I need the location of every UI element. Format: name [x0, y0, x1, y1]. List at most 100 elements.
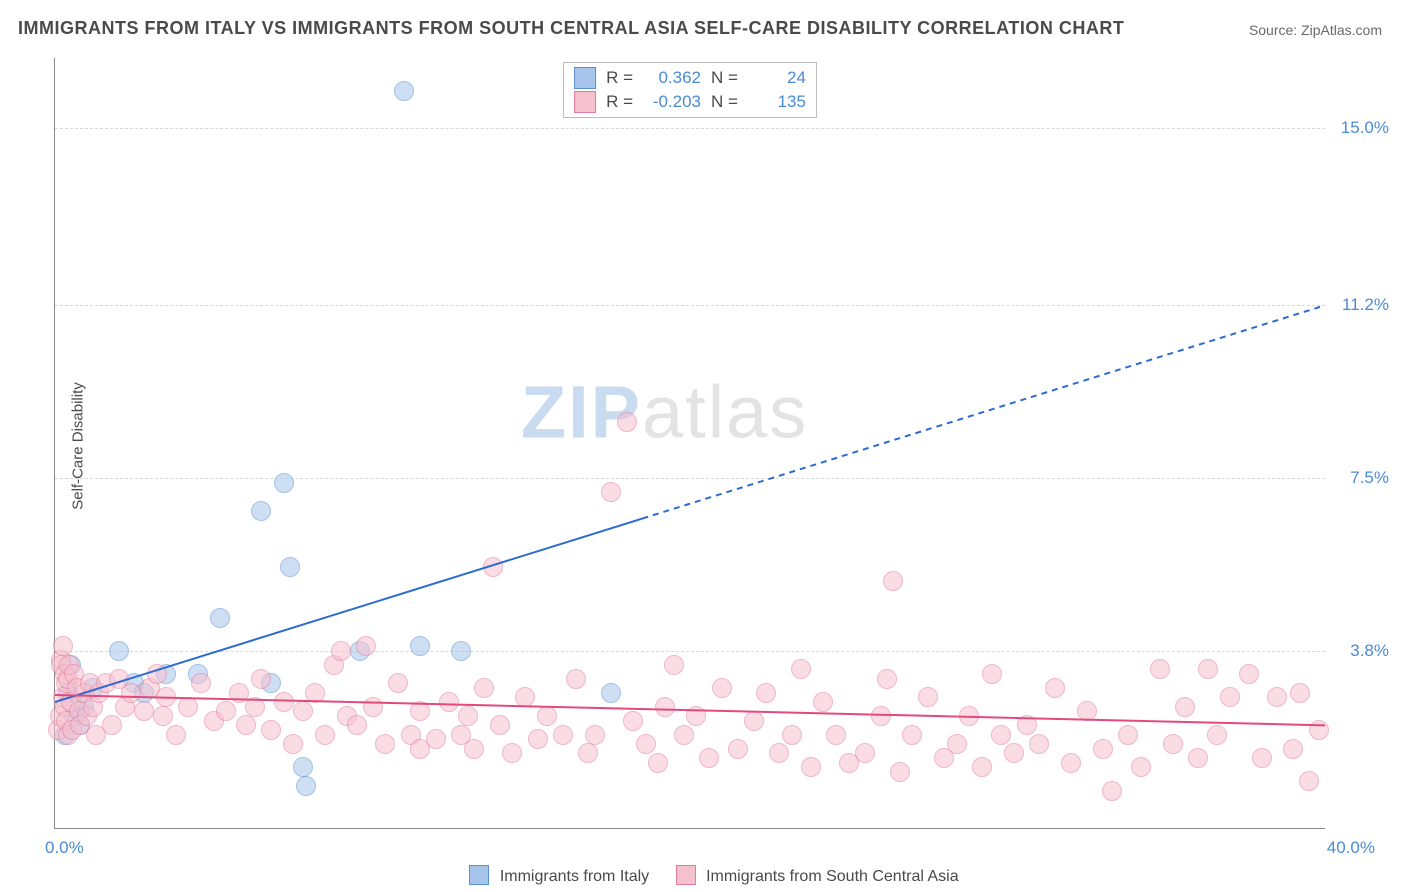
point-sca — [356, 636, 376, 656]
point-sca — [1004, 743, 1024, 763]
point-sca — [537, 706, 557, 726]
point-sca — [712, 678, 732, 698]
gridline — [55, 478, 1325, 479]
y-tick-label: 11.2% — [1342, 295, 1389, 315]
point-sca — [674, 725, 694, 745]
point-sca — [972, 757, 992, 777]
point-sca — [623, 711, 643, 731]
point-sca — [134, 701, 154, 721]
point-sca — [728, 739, 748, 759]
point-sca — [528, 729, 548, 749]
point-sca — [283, 734, 303, 754]
point-italy — [296, 776, 316, 796]
point-sca — [347, 715, 367, 735]
point-italy — [274, 473, 294, 493]
stats-N-value-sca: 135 — [748, 90, 806, 114]
y-tick-label: 15.0% — [1341, 118, 1389, 138]
point-sca — [261, 720, 281, 740]
point-sca — [636, 734, 656, 754]
stats-swatch-pink — [574, 91, 596, 113]
point-sca — [474, 678, 494, 698]
point-sca — [1188, 748, 1208, 768]
point-italy — [451, 641, 471, 661]
gridline — [55, 651, 1325, 652]
point-sca — [890, 762, 910, 782]
y-tick-label: 3.8% — [1350, 641, 1389, 661]
legend-label-sca: Immigrants from South Central Asia — [706, 868, 959, 885]
point-sca — [686, 706, 706, 726]
point-italy — [293, 757, 313, 777]
point-sca — [1061, 753, 1081, 773]
point-sca — [375, 734, 395, 754]
stats-R-value-italy: 0.362 — [643, 66, 701, 90]
watermark: ZIPatlas — [521, 370, 808, 455]
point-sca — [947, 734, 967, 754]
point-sca — [655, 697, 675, 717]
point-sca — [744, 711, 764, 731]
point-sca — [502, 743, 522, 763]
point-sca — [1045, 678, 1065, 698]
point-sca — [439, 692, 459, 712]
legend-swatch-sca — [676, 865, 696, 885]
point-sca — [1131, 757, 1151, 777]
point-italy — [251, 501, 271, 521]
point-sca — [102, 715, 122, 735]
point-sca — [1283, 739, 1303, 759]
point-sca — [801, 757, 821, 777]
chart-title: IMMIGRANTS FROM ITALY VS IMMIGRANTS FROM… — [18, 18, 1124, 39]
chart-container: IMMIGRANTS FROM ITALY VS IMMIGRANTS FROM… — [0, 0, 1406, 892]
point-sca — [483, 557, 503, 577]
point-sca — [1252, 748, 1272, 768]
point-sca — [959, 706, 979, 726]
point-sca — [813, 692, 833, 712]
point-sca — [1267, 687, 1287, 707]
x-tick-max: 40.0% — [1327, 838, 1375, 858]
stats-R-label: R = — [606, 66, 633, 90]
point-italy — [280, 557, 300, 577]
point-sca — [1163, 734, 1183, 754]
stats-R-label2: R = — [606, 90, 633, 114]
point-sca — [1290, 683, 1310, 703]
point-sca — [305, 683, 325, 703]
point-sca — [331, 641, 351, 661]
legend-swatch-italy — [469, 865, 489, 885]
point-sca — [1220, 687, 1240, 707]
point-sca — [991, 725, 1011, 745]
point-sca — [1207, 725, 1227, 745]
point-sca — [121, 683, 141, 703]
point-sca — [664, 655, 684, 675]
point-sca — [245, 697, 265, 717]
point-sca — [982, 664, 1002, 684]
point-sca — [1102, 781, 1122, 801]
point-italy — [109, 641, 129, 661]
point-sca — [1175, 697, 1195, 717]
point-sca — [855, 743, 875, 763]
point-sca — [515, 687, 535, 707]
point-sca — [293, 701, 313, 721]
point-sca — [871, 706, 891, 726]
point-sca — [1309, 720, 1329, 740]
stats-R-value-sca: -0.203 — [643, 90, 701, 114]
point-sca — [791, 659, 811, 679]
point-sca — [147, 664, 167, 684]
stats-row-italy: R = 0.362 N = 24 — [574, 66, 806, 90]
point-sca — [153, 706, 173, 726]
point-sca — [877, 669, 897, 689]
point-sca — [178, 697, 198, 717]
stats-N-value-italy: 24 — [748, 66, 806, 90]
point-sca — [1077, 701, 1097, 721]
source-attribution: Source: ZipAtlas.com — [1249, 22, 1382, 38]
x-tick-min: 0.0% — [45, 838, 84, 858]
stats-swatch-blue — [574, 67, 596, 89]
point-sca — [553, 725, 573, 745]
point-sca — [53, 636, 73, 656]
bottom-legend: Immigrants from Italy Immigrants from So… — [0, 865, 1406, 886]
stats-legend: R = 0.362 N = 24 R = -0.203 N = 135 — [563, 62, 817, 118]
point-sca — [315, 725, 335, 745]
trendline — [642, 305, 1325, 518]
y-tick-label: 7.5% — [1350, 468, 1389, 488]
point-sca — [363, 697, 383, 717]
point-sca — [699, 748, 719, 768]
point-sca — [464, 739, 484, 759]
point-italy — [601, 683, 621, 703]
